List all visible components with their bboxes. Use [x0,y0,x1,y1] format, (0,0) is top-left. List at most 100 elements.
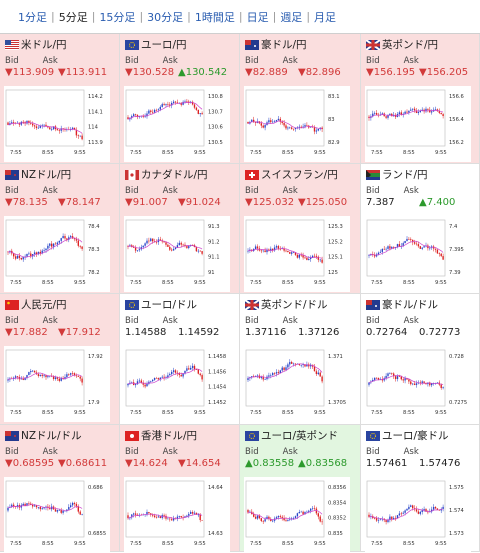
candle-body [150,238,152,242]
mini-chart[interactable]: 114.2 114.1 114 113.9 7:55 8:55 9:55 [4,86,110,162]
rate-card[interactable]: ユーロ/豪ドル Bid Ask 1.57461 1.57476 1.575 1.574 1.5… [361,425,480,553]
rate-card-header[interactable]: 英ポンド/円 [365,37,474,52]
mini-chart[interactable]: 0.728 0.7275 7:55 8:55 9:55 [365,346,471,422]
candle-body [262,376,264,380]
cn-flag-icon [5,299,19,310]
rate-card[interactable]: ユーロ/ドル Bid Ask 1.14588 1.14592 1.1458 1.1456 1.… [120,294,240,425]
candle-body [41,374,43,376]
mini-chart[interactable]: 1.1458 1.1456 1.1454 1.1452 7:55 8:55 9:55 [124,346,230,422]
candle-body [43,250,45,251]
mini-chart[interactable]: 91.3 91.2 91.1 91 7:55 8:55 9:55 [124,216,230,292]
mini-chart[interactable]: 17.92 17.9 7:55 8:55 9:55 [4,346,110,422]
candle-body [7,122,9,125]
mini-chart[interactable]: 1.575 1.574 1.573 7:55 8:55 9:55 [365,477,471,553]
tab-3[interactable]: 30分足 [147,10,184,24]
candle-body [68,237,70,240]
candle-body [266,376,268,380]
candle-body [134,247,137,251]
rate-card-header[interactable]: 人民元/円 [5,297,114,312]
candle-body [163,104,165,106]
rate-card[interactable]: スイスフラン/円 Bid Ask ▼125.032 ▼125.050 125.3 125.2… [240,164,361,294]
tab-1[interactable]: 5分足 [58,10,88,24]
rate-card[interactable]: 豪ドル/円 Bid Ask ▼82.889 ▼82.896 83.1 83 82.9 7:55 8… [240,34,361,164]
candle-body [14,376,17,378]
candle-body [415,383,418,385]
candle-body [157,109,160,111]
candle-body [188,513,190,516]
candle-body [180,242,182,245]
rate-card-header[interactable]: 豪ドル/ドル [366,297,474,312]
x-tick-label: 9:55 [194,280,206,286]
ask-label: Ask [282,316,298,326]
rate-card-header[interactable]: ユーロ/豪ドル [366,428,474,443]
rate-card[interactable]: ランド/円 Bid Ask 7.387 ▲7.400 7.4 7.395 7.39 7:55 8:… [361,164,480,294]
rate-card[interactable]: 豪ドル/ドル Bid Ask 0.72764 0.72773 0.728 0.7275 7:5… [361,294,480,425]
y-tick-label: 130.8 [208,94,223,100]
mini-chart[interactable]: 7.4 7.395 7.39 7:55 8:55 9:55 [365,216,471,292]
candle-body [64,129,66,130]
rate-card-header[interactable]: カナダドル/円 [125,167,234,182]
ask-value: 1.14592 [178,327,231,338]
x-tick-label: 7:55 [250,150,262,156]
candle-body [32,123,34,126]
mini-chart[interactable]: 0.686 0.6855 7:55 8:55 9:55 [4,477,110,553]
tab-0[interactable]: 1分足 [18,10,47,24]
rate-card[interactable]: NZドル/ドル Bid Ask ▼0.68595 ▼0.68611 0.686 0.6855… [0,425,120,553]
mini-chart[interactable]: 156.6 156.4 156.2 7:55 8:55 9:55 [365,86,471,162]
tab-4[interactable]: 1時間足 [194,10,235,24]
eu-flag-icon [125,299,139,310]
rate-card[interactable]: 人民元/円 Bid Ask ▼17.882 ▼17.912 17.92 17.9 7:55 8:… [0,294,120,425]
rate-card[interactable]: ユーロ/円 Bid Ask ▼130.528 ▲130.542 130.8 130.7 130… [120,34,240,164]
rate-card[interactable]: ユーロ/英ポンド Bid Ask ▲0.83558 ▲0.83568 0.8356 0.83… [240,425,361,553]
rate-card[interactable]: 英ポンド/ドル Bid Ask 1.37116 1.37126 1.371 1.3705 7:… [240,294,361,425]
rate-card-header[interactable]: NZドル/ドル [5,428,114,443]
tab-5[interactable]: 日足 [246,10,269,24]
mini-chart[interactable]: 125.3 125.2 125.1 125 7:55 8:55 9:55 [244,216,350,292]
ask-label: Ask [403,316,419,326]
rate-card-header[interactable]: ランド/円 [366,167,474,182]
rate-card[interactable]: NZドル/円 Bid Ask ▼78.135 ▼78.147 78.4 78.3 78.2 7:… [0,164,120,294]
bid-arrow-icon: ▼ [125,458,133,469]
candle-body [402,379,404,381]
x-tick-label: 9:55 [435,541,447,547]
x-tick-label: 7:55 [130,280,142,286]
rate-card[interactable]: 米ドル/円 Bid Ask ▼113.909 ▼113.911 114.2 114.1 114… [0,34,120,164]
rate-card[interactable]: 英ポンド/円 Bid Ask ▼156.195 ▼156.205 156.6 156.4 15… [361,34,480,164]
candle-body [372,113,374,117]
rate-card-header[interactable]: ユーロ/英ポンド [245,428,355,443]
tab-2[interactable]: 15分足 [99,10,136,24]
mini-chart[interactable]: 83.1 83 82.9 7:55 8:55 9:55 [244,86,350,162]
candle-body [391,516,393,520]
mini-chart[interactable]: 78.4 78.3 78.2 7:55 8:55 9:55 [4,216,110,292]
au-flag-icon [366,299,380,310]
candle-body [310,257,312,259]
rate-card-header[interactable]: 英ポンド/ドル [244,297,355,312]
rate-card-header[interactable]: ユーロ/円 [125,37,234,52]
mini-chart[interactable]: 0.8356 0.8354 0.8352 0.835 7:55 8:55 9:55 [244,477,350,553]
candle-body [70,373,72,375]
tab-7[interactable]: 月足 [314,10,337,24]
candle-body [374,518,376,519]
candle-body [287,127,289,129]
candle-body [315,255,318,257]
rate-card-header[interactable]: NZドル/円 [5,167,114,182]
rate-card-header[interactable]: 米ドル/円 [5,37,114,52]
mini-chart[interactable]: 14.64 14.63 7:55 8:55 9:55 [124,477,230,553]
rate-card-header[interactable]: スイスフラン/円 [245,167,355,182]
rate-card[interactable]: カナダドル/円 Bid Ask ▼91.007 ▼91.024 91.3 91.2 91.1 9… [120,164,240,294]
rate-card[interactable]: 香港ドル/円 Bid Ask ▼14.624 ▼14.654 14.64 14.63 7:55… [120,425,240,553]
ask-arrow-icon: ▼ [58,327,66,338]
candle-body [406,238,408,241]
candle-body [167,244,169,247]
rate-card-header[interactable]: 豪ドル/円 [245,37,355,52]
bid-label: Bid [366,447,380,457]
y-tick-label: 1.1456 [208,369,226,375]
candle-body [402,243,404,246]
moving-average-line [7,122,83,134]
rate-card-header[interactable]: 香港ドル/円 [125,428,234,443]
candle-body [146,383,148,387]
tab-6[interactable]: 週足 [280,10,303,24]
mini-chart[interactable]: 1.371 1.3705 7:55 8:55 9:55 [244,346,350,422]
mini-chart[interactable]: 130.8 130.7 130.6 130.5 7:55 8:55 9:55 [124,86,230,162]
rate-card-header[interactable]: ユーロ/ドル [125,297,234,312]
